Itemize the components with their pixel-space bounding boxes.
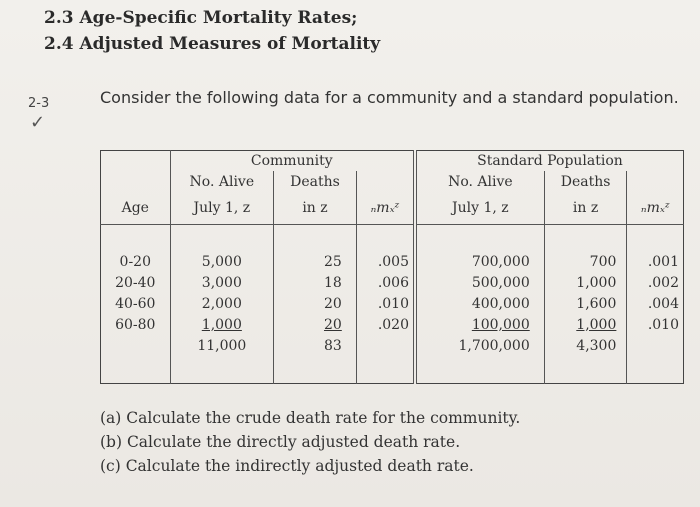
standard-date-header: July 1, z	[412, 192, 545, 225]
age-cell: 40-60	[115, 295, 156, 312]
age-column: 0-20 20-40 40-60 60-80	[100, 224, 171, 384]
community-rate-header: ₙmₓᶻ	[355, 192, 415, 225]
standard-rate-header: ₙmₓᶻ	[626, 192, 684, 225]
handwritten-problem-number: 2-3	[28, 96, 50, 111]
value-cell: 5,000	[201, 253, 242, 270]
age-cell: 0-20	[119, 253, 151, 270]
value-cell: .020	[377, 316, 409, 333]
value-cell: 700	[589, 253, 617, 270]
total-cell: 83	[323, 337, 342, 354]
standard-alive-column: 700,000 500,000 400,000 100,000 1,700,00…	[412, 224, 545, 384]
standard-inz-header: in z	[543, 192, 627, 225]
value-cell: 700,000	[471, 253, 530, 270]
problem-intro: Consider the following data for a commun…	[100, 88, 679, 107]
total-cell: 4,300	[576, 337, 617, 354]
value-cell: 1,000	[201, 316, 242, 333]
value-cell: .010	[647, 316, 679, 333]
community-date-header: July 1, z	[169, 192, 274, 225]
section-heading-2-3: 2.3 Age-Specific Mortality Rates;	[44, 8, 358, 28]
value-cell: .002	[647, 274, 679, 291]
community-rate-column: .005 .006 .010 .020	[355, 224, 415, 384]
value-cell: 1,600	[576, 295, 617, 312]
value-cell: .010	[377, 295, 409, 312]
standard-deaths-column: 700 1,000 1,600 1,000 4,300	[543, 224, 627, 384]
value-cell: 2,000	[201, 295, 242, 312]
value-cell: .005	[377, 253, 409, 270]
value-cell: 25	[323, 253, 342, 270]
section-heading-2-4: 2.4 Adjusted Measures of Mortality	[44, 34, 381, 54]
total-cell: 11,000	[197, 337, 247, 354]
value-cell: 400,000	[471, 295, 530, 312]
value-cell: 1,000	[576, 274, 617, 291]
standard-group-header: Standard Population	[413, 150, 684, 171]
handwritten-check-icon: ✓	[30, 112, 46, 133]
value-cell: 3,000	[201, 274, 242, 291]
question-b: (b) Calculate the directly adjusted deat…	[100, 433, 461, 451]
standard-deaths-header: Deaths	[543, 170, 627, 193]
value-cell: .001	[647, 253, 679, 270]
value-cell: 100,000	[471, 316, 530, 333]
value-cell: .006	[377, 274, 409, 291]
value-cell: 1,000	[576, 316, 617, 333]
value-cell: .004	[647, 295, 679, 312]
question-list: (a) Calculate the crude death rate for t…	[100, 406, 520, 478]
community-deaths-header: Deaths	[273, 170, 357, 193]
value-cell: 18	[323, 274, 342, 291]
community-deaths-column: 25 18 20 20 83	[273, 224, 357, 384]
value-cell: 20	[323, 295, 342, 312]
value-cell: 500,000	[471, 274, 530, 291]
mortality-data-table: Community Standard Population No. Alive …	[100, 150, 684, 384]
age-header: Age	[121, 200, 149, 217]
age-cell: 20-40	[115, 274, 156, 291]
standard-alive-header: No. Alive	[412, 170, 545, 193]
age-cell: 60-80	[115, 316, 156, 333]
question-a: (a) Calculate the crude death rate for t…	[100, 409, 521, 427]
community-alive-header: No. Alive	[169, 170, 274, 193]
total-cell: 1,700,000	[458, 337, 530, 354]
community-inz-header: in z	[273, 192, 357, 225]
standard-rate-column: .001 .002 .004 .010	[626, 224, 684, 384]
value-cell: 20	[323, 316, 342, 333]
question-c: (c) Calculate the indirectly adjusted de…	[100, 457, 474, 475]
community-group-header: Community	[169, 150, 415, 171]
community-alive-column: 5,000 3,000 2,000 1,000 11,000	[169, 224, 274, 384]
